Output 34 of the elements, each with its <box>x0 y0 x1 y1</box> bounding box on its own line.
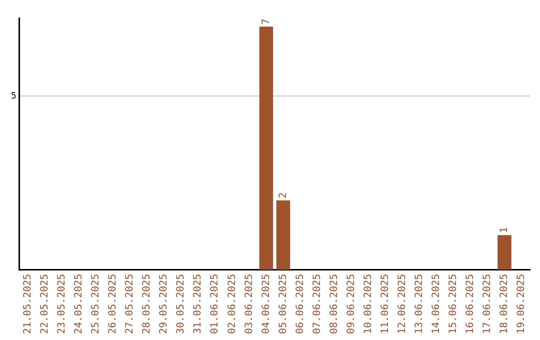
x-tick-label: 22.05.2025 <box>40 274 51 334</box>
data-label: 7 <box>260 18 272 25</box>
x-tick-label: 21.05.2025 <box>22 274 34 334</box>
data-label: 2 <box>278 192 289 198</box>
x-tick-label: 08.06.2025 <box>328 274 340 334</box>
x-tick-label: 24.05.2025 <box>74 274 85 334</box>
x-tick-label: 29.05.2025 <box>158 274 170 334</box>
x-tick-label: 03.06.2025 <box>244 274 255 334</box>
x-tick-label: 09.06.2025 <box>346 274 357 334</box>
x-tick-label: 04.06.2025 <box>260 274 272 334</box>
x-tick-label: 07.06.2025 <box>312 274 323 334</box>
x-tick-label: 28.05.2025 <box>142 274 153 334</box>
x-tick-label: 18.06.2025 <box>499 274 510 334</box>
x-tick-label: 23.05.2025 <box>56 274 68 334</box>
x-tick-label: 30.05.2025 <box>176 274 187 334</box>
x-tick-label: 16.06.2025 <box>465 274 476 334</box>
data-label: 1 <box>499 227 510 234</box>
x-tick-label: 26.05.2025 <box>108 274 119 334</box>
x-tick-label: 17.06.2025 <box>482 274 494 334</box>
x-tick-label: 10.06.2025 <box>362 274 374 334</box>
x-tick-label: 27.05.2025 <box>124 274 136 334</box>
x-tick-label: 31.05.2025 <box>192 274 204 334</box>
x-tick-label: 12.06.2025 <box>396 274 408 334</box>
x-tick-label: 11.06.2025 <box>380 274 391 334</box>
x-tick-label: 13.06.2025 <box>414 274 425 334</box>
x-tick-label: 19.06.2025 <box>516 274 528 334</box>
x-tick-label: 01.06.2025 <box>210 274 221 334</box>
y-tick-label: 5 <box>10 91 16 102</box>
x-tick-label: 06.06.2025 <box>294 274 306 334</box>
x-tick-label: 05.06.2025 <box>278 274 289 334</box>
x-tick-label: 15.06.2025 <box>448 274 460 334</box>
x-tick-label: 25.05.2025 <box>90 274 102 334</box>
x-tick-label: 02.06.2025 <box>226 274 238 334</box>
x-tick-label: 14.06.2025 <box>430 274 442 334</box>
